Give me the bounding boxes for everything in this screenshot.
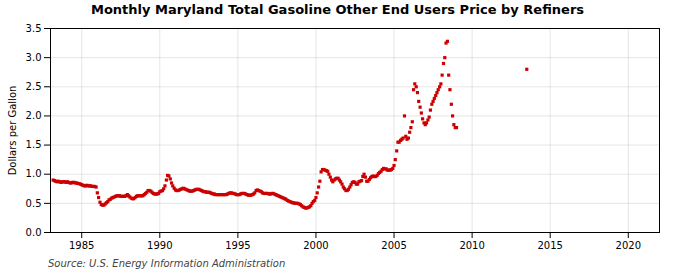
svg-text:2010: 2010 [459,240,484,251]
svg-text:2020: 2020 [616,240,641,251]
svg-text:2005: 2005 [381,240,406,251]
svg-text:1990: 1990 [147,240,172,251]
svg-text:1.0: 1.0 [26,168,42,179]
svg-text:2.5: 2.5 [26,81,42,92]
svg-text:3.0: 3.0 [26,52,42,63]
svg-text:Dollars per Gallon: Dollars per Gallon [7,86,18,176]
svg-text:1995: 1995 [225,240,250,251]
svg-text:1.5: 1.5 [26,139,42,150]
svg-text:3.5: 3.5 [26,23,42,34]
svg-text:1985: 1985 [69,240,94,251]
html-text:Monthly Maryland Total Gasolin: Monthly Maryland Total Gasoline Other En… [91,2,584,17]
svg-text:0.5: 0.5 [26,198,42,209]
svg-text:2.0: 2.0 [26,110,42,121]
svg-text:2000: 2000 [303,240,328,251]
html-text:Source: U.S. Energy Informatio: Source: U.S. Energy Information Administ… [48,258,286,269]
svg-text:0.0: 0.0 [26,227,42,238]
svg-text:2015: 2015 [537,240,562,251]
